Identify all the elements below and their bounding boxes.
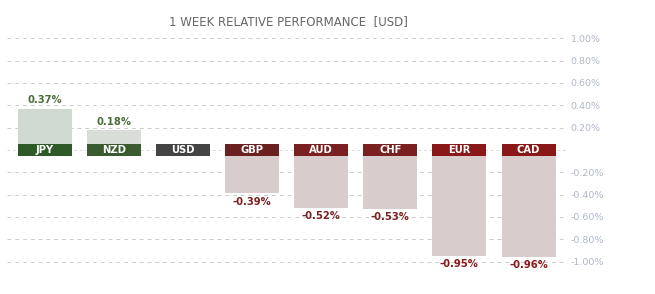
Text: USD: USD	[171, 145, 195, 155]
Text: -0.39%: -0.39%	[233, 197, 271, 207]
Bar	[294, 150, 348, 208]
Text: 1 WEEK RELATIVE PERFORMANCE  [USD]: 1 WEEK RELATIVE PERFORMANCE [USD]	[169, 15, 407, 28]
Bar	[18, 109, 71, 150]
Text: 0.18%: 0.18%	[96, 116, 131, 126]
Bar	[86, 144, 141, 156]
Text: CHF: CHF	[379, 145, 402, 155]
Text: GBP: GBP	[240, 145, 263, 155]
Bar	[225, 144, 279, 156]
Bar	[432, 150, 487, 256]
Text: -0.96%: -0.96%	[509, 260, 548, 270]
Text: NZD: NZD	[102, 145, 126, 155]
Bar	[502, 144, 555, 156]
Bar	[502, 150, 555, 257]
Bar	[225, 150, 279, 193]
Text: -0.95%: -0.95%	[440, 259, 479, 269]
Text: JPY: JPY	[35, 145, 54, 155]
Bar	[364, 150, 417, 209]
Bar	[432, 144, 487, 156]
Text: CAD: CAD	[517, 145, 540, 155]
Text: EUR: EUR	[448, 145, 470, 155]
Text: -0.53%: -0.53%	[371, 213, 410, 223]
Bar	[364, 144, 417, 156]
Text: -0.52%: -0.52%	[302, 211, 341, 221]
Bar	[294, 144, 348, 156]
Text: AUD: AUD	[309, 145, 333, 155]
Bar	[86, 130, 141, 150]
Bar	[18, 144, 71, 156]
Text: 0.37%: 0.37%	[28, 95, 62, 105]
Bar	[156, 144, 210, 156]
